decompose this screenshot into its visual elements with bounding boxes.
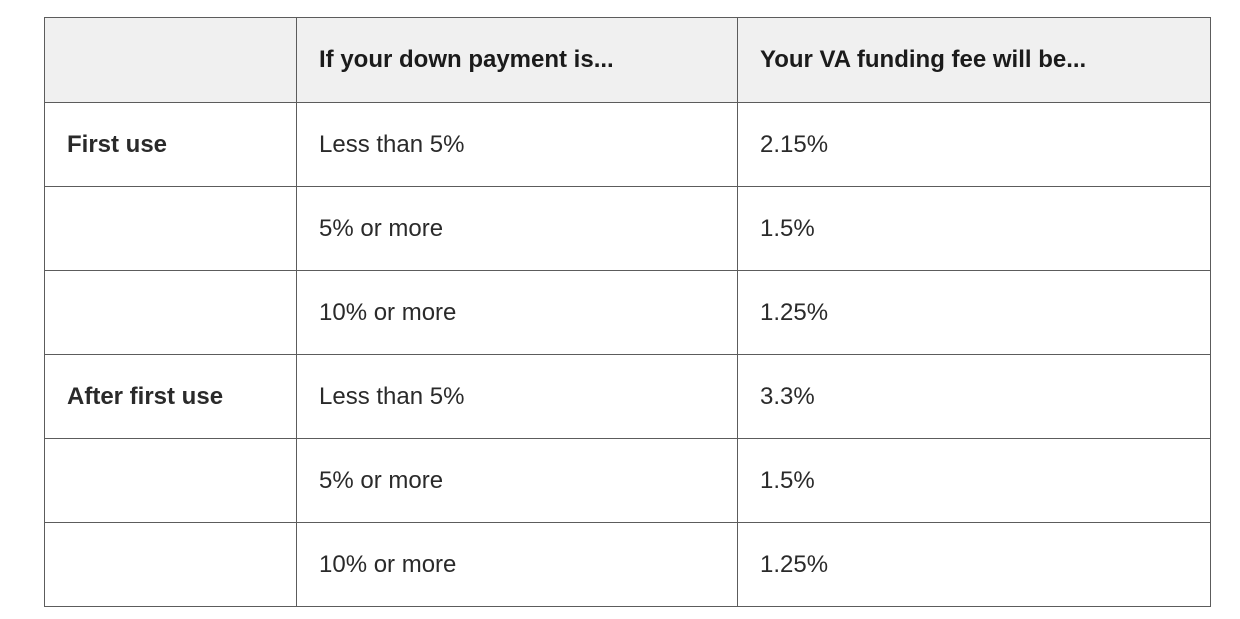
table-row: 10% or more 1.25%: [44, 270, 1211, 355]
table-row: 5% or more 1.5%: [44, 438, 1211, 523]
table-row: 10% or more 1.25%: [44, 522, 1211, 607]
down-payment-cell: Less than 5%: [296, 102, 738, 187]
table-header-row: If your down payment is... Your VA fundi…: [44, 17, 1211, 103]
down-payment-cell: Less than 5%: [296, 354, 738, 439]
funding-fee-cell: 1.25%: [737, 522, 1211, 607]
table-row: First use Less than 5% 2.15%: [44, 102, 1211, 187]
header-cell-funding-fee: Your VA funding fee will be...: [737, 17, 1211, 103]
use-cell: [44, 438, 297, 523]
funding-fee-cell: 2.15%: [737, 102, 1211, 187]
table-row: After first use Less than 5% 3.3%: [44, 354, 1211, 439]
use-cell: [44, 270, 297, 355]
funding-fee-cell: 1.5%: [737, 438, 1211, 523]
use-cell: After first use: [44, 354, 297, 439]
down-payment-cell: 5% or more: [296, 186, 738, 271]
table-row: 5% or more 1.5%: [44, 186, 1211, 271]
funding-fee-cell: 1.5%: [737, 186, 1211, 271]
funding-fee-cell: 3.3%: [737, 354, 1211, 439]
down-payment-cell: 10% or more: [296, 522, 738, 607]
header-cell-use: [44, 17, 297, 103]
use-cell: First use: [44, 102, 297, 187]
header-cell-down-payment: If your down payment is...: [296, 17, 738, 103]
down-payment-cell: 5% or more: [296, 438, 738, 523]
down-payment-cell: 10% or more: [296, 270, 738, 355]
use-cell: [44, 186, 297, 271]
use-cell: [44, 522, 297, 607]
funding-fee-cell: 1.25%: [737, 270, 1211, 355]
va-funding-fee-table: If your down payment is... Your VA fundi…: [44, 17, 1211, 607]
